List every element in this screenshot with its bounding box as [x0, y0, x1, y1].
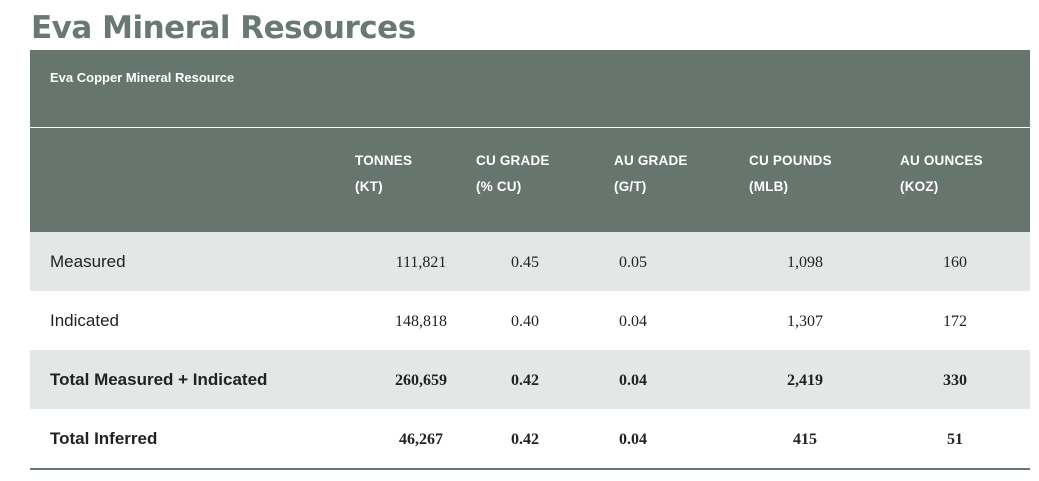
cell-cu-grade: 0.42	[511, 431, 539, 448]
cell-cu-pounds: 1,307	[787, 313, 823, 330]
cell-au-grade: 0.04	[619, 313, 647, 330]
column-header-line: AU OUNCES	[900, 153, 983, 168]
column-header-cu-grade: CU GRADE (% CU)	[476, 148, 550, 200]
cell-cu-pounds: 1,098	[787, 254, 823, 271]
cell-au-grade: 0.04	[619, 372, 647, 389]
column-header-unit: (KT)	[355, 179, 383, 194]
row-label: Measured	[50, 252, 126, 271]
cell-tonnes: 111,821	[395, 254, 447, 271]
cell-cu-grade: 0.42	[511, 372, 539, 389]
cell-au-ounces: 160	[943, 254, 967, 271]
column-header-cu-pounds: CU POUNDS (MLB)	[749, 148, 832, 200]
column-header-au-grade: AU GRADE (G/T)	[614, 148, 688, 200]
column-header-unit: (% CU)	[476, 179, 522, 194]
column-header-unit: (KOZ)	[900, 179, 939, 194]
cell-au-grade: 0.05	[619, 254, 647, 271]
column-header-tonnes: TONNES (KT)	[355, 148, 412, 200]
cell-tonnes: 148,818	[395, 313, 447, 330]
column-header-unit: (G/T)	[614, 179, 647, 194]
cell-cu-pounds: 2,419	[787, 372, 823, 389]
row-label: Indicated	[50, 311, 119, 330]
cell-tonnes: 260,659	[395, 372, 447, 389]
row-label: Total Inferred	[50, 429, 158, 448]
page-title: Eva Mineral Resources	[31, 10, 416, 46]
cell-cu-grade: 0.45	[511, 254, 539, 271]
cell-au-grade: 0.04	[619, 431, 647, 448]
cell-tonnes: 46,267	[399, 431, 443, 448]
cell-cu-grade: 0.40	[511, 313, 539, 330]
column-header-line: CU POUNDS	[749, 153, 832, 168]
table-row-indicated: Indicated 148,818 0.40 0.04 1,307 172	[30, 291, 1030, 350]
cell-au-ounces: 51	[947, 431, 963, 448]
column-header-line: AU GRADE	[614, 153, 688, 168]
cell-au-ounces: 330	[943, 372, 967, 389]
column-header-unit: (MLB)	[749, 179, 789, 194]
row-label: Total Measured + Indicated	[50, 370, 268, 389]
column-header-line: TONNES	[355, 153, 413, 168]
table-row-total-measured-indicated: Total Measured + Indicated 260,659 0.42 …	[30, 350, 1030, 409]
table-caption: Eva Copper Mineral Resource	[30, 50, 1030, 128]
table-caption-text: Eva Copper Mineral Resource	[50, 70, 235, 85]
table-header: TONNES (KT) CU GRADE (% CU) AU GRADE (G/…	[30, 128, 1030, 232]
table-row-total-inferred: Total Inferred 46,267 0.42 0.04 415 51	[30, 409, 1030, 470]
table-row-measured: Measured 111,821 0.45 0.05 1,098 160	[30, 232, 1030, 291]
column-header-line: CU GRADE	[476, 153, 550, 168]
cell-au-ounces: 172	[943, 313, 967, 330]
column-header-au-ounces: AU OUNCES (KOZ)	[900, 148, 983, 200]
cell-cu-pounds: 415	[793, 431, 817, 448]
mineral-resource-table: Eva Copper Mineral Resource TONNES (KT) …	[30, 50, 1030, 470]
